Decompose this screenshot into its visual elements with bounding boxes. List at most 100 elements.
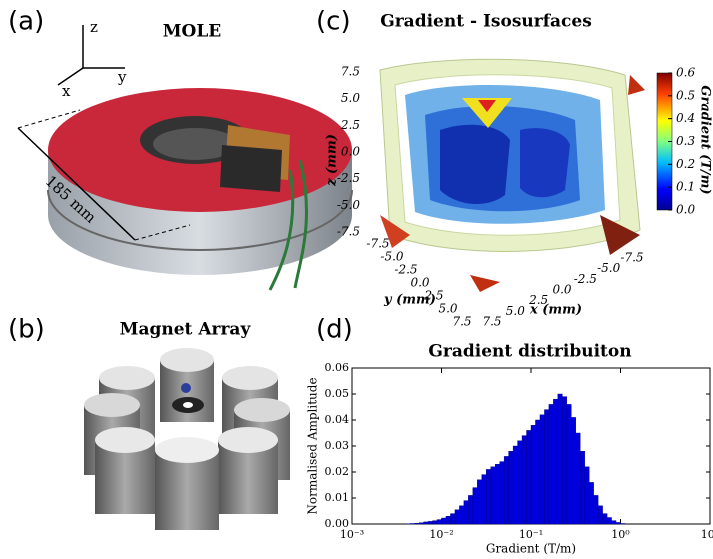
bar [442,518,446,524]
bar [486,469,490,524]
panel-label: (d) [316,315,353,345]
bar [477,480,481,524]
y-tick-label: 0.02 [325,465,350,478]
chart-title: Gradient distribuiton [428,342,631,362]
bar [495,464,499,524]
bar [464,501,468,524]
axis-tick-label: -7.5 [620,251,643,265]
bar [540,415,544,524]
bar [500,462,504,524]
x-tick-label: 10⁻¹ [519,528,543,541]
panel-label: (a) [8,7,44,37]
colorbar-tick-label: 0.0 [676,203,695,217]
axis-tick-label: -5.0 [337,198,361,212]
colorbar-tick-label: 0.4 [676,111,695,125]
axis-tick-label: 2.5 [423,289,443,303]
axis-label: x [62,82,71,100]
bar [424,522,428,524]
bar [553,399,557,524]
bar [527,430,531,524]
x-tick-label: 10⁰ [611,528,630,541]
bar [415,523,419,524]
x-tick-label: 10¹ [701,528,713,541]
bar [450,514,454,524]
bar [549,404,553,524]
bar [589,482,593,524]
y-tick-label: 0.06 [325,361,350,374]
y-tick-label: 0.04 [325,413,350,426]
axis-tick-label: 5.0 [341,91,360,105]
axis-label: y [117,68,127,86]
bar [491,467,495,524]
axis-tick-label: 5.0 [438,302,457,316]
axis-tick-label: 5.0 [506,304,525,318]
axis-tick-label: 2.5 [528,293,548,307]
y-tick-label: 0.05 [325,387,350,400]
bar [562,397,566,524]
colorbar-tick-label: 0.2 [676,157,695,171]
bar [598,506,602,524]
axis-tick-label: -7.5 [337,225,360,239]
bar [603,514,607,524]
bar [571,417,575,524]
bar [607,518,611,525]
bar [585,467,589,524]
bar [410,523,414,524]
axis-tick-label: 7.5 [482,315,501,329]
axis-tick-label: -2.5 [574,272,597,286]
bar [594,495,598,524]
bar [468,495,472,524]
axis-tick-label: 7.5 [452,315,471,329]
bar [535,420,539,524]
bar [473,488,477,524]
x-axis-label: Gradient (T/m) [486,542,576,556]
panel-title: Gradient - Isosurfaces [380,12,592,32]
bar [437,520,441,524]
bar [513,446,517,524]
axis-tick-label: -5.0 [597,261,621,275]
bar [576,433,580,524]
magnet-array [84,348,290,530]
bar [509,451,513,524]
axis-tick-label: -7.5 [366,237,389,251]
colorbar-tick-label: 0.1 [676,180,695,194]
y-axis-label: Normalised Amplitude [306,377,320,514]
colorbar-label: Gradient (T/m) [698,85,713,194]
bar [518,441,522,524]
x-tick-label: 10⁻² [429,528,453,541]
x-tick-label: 10⁻³ [340,528,364,541]
colorbar-tick-label: 0.5 [676,88,695,102]
panel-label: (b) [8,315,45,345]
axis-tick-label: 0.0 [410,276,429,290]
figure: (a) MOLE z y x 185 mm (b) Magnet Array (… [0,0,713,559]
colorbar-tick-label: 0.6 [676,66,695,80]
axis-tick-label: 7.5 [341,65,360,79]
bar [558,394,562,524]
y-tick-label: 0.01 [325,491,350,504]
bar [504,456,508,524]
bar [621,523,625,524]
axis-tick-label: -2.5 [337,171,360,185]
bar [459,506,463,524]
bar [482,475,486,524]
bar [428,521,432,524]
bar [531,425,535,524]
bar [522,436,526,524]
bar [580,451,584,524]
bar [616,522,620,524]
axis-tick-label: -2.5 [394,263,417,277]
axis-tick-label: 0.0 [341,145,360,159]
bar [544,410,548,524]
colorbar-tick-label: 0.3 [676,134,695,148]
axis-tick-label: 2.5 [340,118,360,132]
bar [612,521,616,524]
panel-label: (c) [316,7,351,37]
bar [446,516,450,524]
isosurface-render [380,59,645,292]
panel-title: MOLE [163,22,222,42]
y-tick-label: 0.03 [325,439,350,452]
axis-label: z [90,18,98,36]
bar [433,521,437,524]
axis-tick-label: 0.0 [552,283,571,297]
panel-title: Magnet Array [120,320,252,340]
